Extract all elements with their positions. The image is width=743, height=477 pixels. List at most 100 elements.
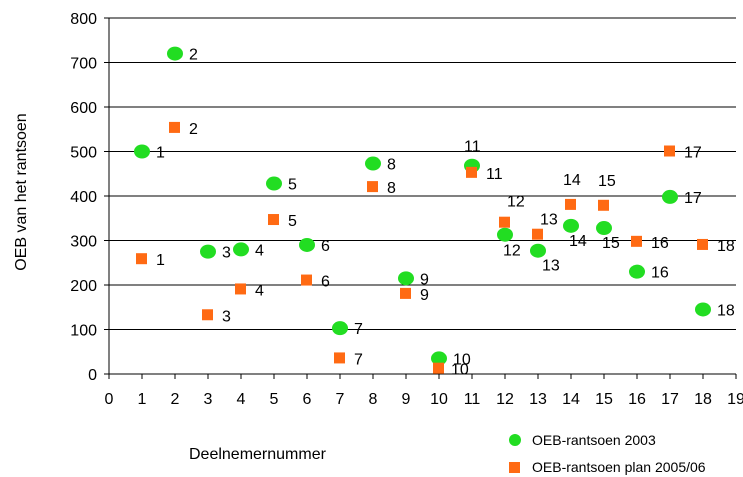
point-label: 4 <box>255 242 264 259</box>
point-label: 7 <box>354 351 363 368</box>
point-label: 8 <box>387 180 396 197</box>
point-label: 1 <box>156 252 165 269</box>
point-label: 18 <box>717 238 735 255</box>
x-tick-label: 6 <box>303 391 312 408</box>
data-point-plan-2005-06 <box>169 121 180 133</box>
x-tick-label: 15 <box>595 391 613 408</box>
point-label: 14 <box>569 233 587 250</box>
y-tick-label: 200 <box>70 278 97 295</box>
y-axis-title: OEB van het rantsoen <box>13 113 30 270</box>
data-point-plan-2005-06 <box>598 199 609 211</box>
point-label: 11 <box>486 166 503 183</box>
point-label: 8 <box>387 157 396 174</box>
data-point-plan-2005-06 <box>466 166 477 178</box>
point-label: 2 <box>189 121 198 138</box>
point-label: 11 <box>464 139 481 156</box>
point-label: 17 <box>684 190 702 207</box>
point-label: 13 <box>540 212 558 229</box>
x-tick-label: 8 <box>369 391 378 408</box>
data-point-2003 <box>497 227 513 242</box>
data-point-plan-2005-06 <box>268 214 279 226</box>
x-tick-label: 2 <box>171 391 180 408</box>
x-tick-label: 19 <box>727 391 743 408</box>
data-point-2003 <box>662 189 678 204</box>
y-tick-label: 800 <box>70 11 97 28</box>
y-tick-label: 400 <box>70 189 97 206</box>
data-point-plan-2005-06 <box>565 198 576 210</box>
data-point-2003 <box>596 221 612 236</box>
data-point-plan-2005-06 <box>532 228 543 240</box>
data-point-2003 <box>629 264 645 279</box>
point-label: 4 <box>255 282 264 299</box>
x-tick-label: 10 <box>430 391 448 408</box>
data-point-2003 <box>365 156 381 171</box>
point-label: 9 <box>420 271 429 288</box>
y-tick-label: 0 <box>88 367 97 384</box>
data-point-2003 <box>563 218 579 233</box>
y-tick-label: 500 <box>70 145 97 162</box>
x-tick-label: 13 <box>529 391 547 408</box>
x-tick-label: 18 <box>694 391 712 408</box>
legend-label-series-2: OEB-rantsoen plan 2005/06 <box>532 459 706 475</box>
legend: OEB-rantsoen 2003 OEB-rantsoen plan 2005… <box>509 432 706 475</box>
legend-marker-series-2 <box>509 462 520 473</box>
point-label: 3 <box>222 308 231 325</box>
x-tick-label: 1 <box>138 391 147 408</box>
point-label: 12 <box>507 194 525 211</box>
x-axis-title: Deelnemernummer <box>189 446 327 463</box>
data-point-plan-2005-06 <box>301 274 312 286</box>
point-label: 3 <box>222 245 231 262</box>
data-point-2003 <box>431 351 447 366</box>
data-point-plan-2005-06 <box>136 253 147 265</box>
data-point-2003 <box>200 244 216 259</box>
point-label: 16 <box>651 265 669 282</box>
data-point-plan-2005-06 <box>334 352 345 364</box>
data-point-2003 <box>695 302 711 317</box>
x-tick-label: 9 <box>402 391 411 408</box>
point-label: 9 <box>420 287 429 304</box>
x-tick-label: 14 <box>562 391 580 408</box>
point-label: 6 <box>321 238 330 255</box>
x-tick-labels: 0 1 2 3 4 5 6 7 8 9 10 11 12 13 14 15 16 17 18 19 <box>105 391 743 408</box>
point-label: 5 <box>288 177 297 194</box>
y-tick-labels: 0 100 200 300 400 500 600 700 800 <box>70 11 97 384</box>
data-point-2003 <box>233 242 249 257</box>
x-tick-label: 7 <box>336 391 345 408</box>
point-label: 10 <box>451 362 469 379</box>
legend-label-series-1: OEB-rantsoen 2003 <box>532 432 656 448</box>
point-label: 18 <box>717 302 735 319</box>
data-point-plan-2005-06 <box>400 287 411 299</box>
point-label: 14 <box>563 172 581 189</box>
point-label: 2 <box>189 47 198 64</box>
data-point-plan-2005-06 <box>664 145 675 157</box>
point-label: 5 <box>288 213 297 230</box>
data-point-plan-2005-06 <box>367 181 378 193</box>
data-point-2003 <box>299 237 315 252</box>
data-point-plan-2005-06 <box>202 309 213 321</box>
grid-lines <box>109 17 736 330</box>
point-label: 13 <box>542 258 560 275</box>
y-tick-label: 100 <box>70 323 97 340</box>
data-point-2003 <box>167 46 183 61</box>
point-label: 16 <box>651 235 669 252</box>
x-tick-label: 11 <box>464 391 481 408</box>
axes <box>104 17 737 379</box>
x-tick-label: 17 <box>661 391 679 408</box>
data-point-plan-2005-06 <box>235 283 246 295</box>
point-label: 15 <box>602 235 620 252</box>
data-point-2003 <box>266 176 282 191</box>
x-tick-label: 5 <box>270 391 279 408</box>
data-point-2003 <box>332 321 348 336</box>
data-point-plan-2005-06 <box>433 362 444 374</box>
legend-marker-series-1 <box>509 434 521 446</box>
x-tick-label: 16 <box>628 391 646 408</box>
point-label: 7 <box>354 321 363 338</box>
data-points <box>134 46 711 374</box>
y-tick-label: 700 <box>70 56 97 73</box>
data-point-plan-2005-06 <box>631 235 642 247</box>
y-tick-label: 300 <box>70 234 97 251</box>
point-label: 10 <box>453 351 471 368</box>
data-point-plan-2005-06 <box>499 216 510 228</box>
